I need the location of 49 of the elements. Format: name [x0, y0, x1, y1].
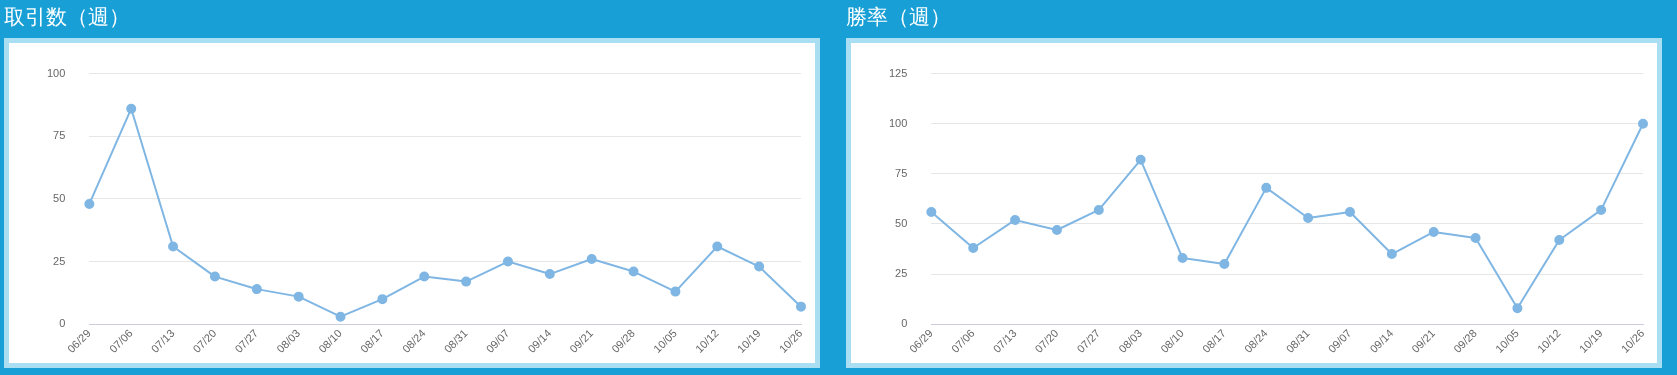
- y-tick-label: 0: [59, 317, 66, 330]
- point: [1638, 118, 1648, 129]
- point: [1386, 249, 1397, 260]
- chart-title: 取引数（週）: [4, 4, 131, 31]
- y-tick-label: 100: [888, 116, 908, 129]
- point: [1512, 303, 1523, 314]
- point: [1261, 182, 1272, 193]
- point: [1596, 204, 1607, 215]
- y-tick-label: 100: [46, 66, 66, 79]
- point: [502, 256, 513, 267]
- point: [1303, 212, 1314, 223]
- point: [1428, 226, 1439, 237]
- point: [926, 206, 937, 217]
- point: [419, 271, 430, 282]
- point: [1135, 154, 1146, 165]
- point: [293, 291, 304, 302]
- point: [168, 241, 179, 252]
- point: [377, 294, 388, 305]
- point: [628, 266, 639, 277]
- point: [712, 241, 723, 252]
- point: [1093, 204, 1104, 215]
- y-tick-label: 75: [895, 166, 908, 179]
- point: [968, 243, 979, 254]
- point: [335, 311, 346, 322]
- point: [209, 271, 220, 282]
- point: [1051, 224, 1062, 235]
- y-tick-label: 125: [888, 66, 908, 79]
- point: [754, 261, 765, 272]
- point: [544, 269, 555, 280]
- point: [1344, 206, 1355, 217]
- y-tick-label: 25: [53, 254, 66, 267]
- y-tick-label: 25: [895, 267, 908, 280]
- point: [670, 286, 681, 297]
- point: [461, 276, 472, 287]
- point: [586, 254, 597, 265]
- point: [796, 301, 806, 312]
- point: [251, 284, 262, 295]
- point: [1554, 235, 1565, 245]
- point: [1177, 253, 1188, 264]
- point: [1010, 214, 1021, 225]
- y-tick-label: 50: [53, 191, 66, 204]
- chart-title: 勝率（週）: [846, 4, 952, 31]
- y-tick-label: 0: [901, 317, 908, 330]
- point: [126, 103, 137, 114]
- y-tick-label: 50: [895, 216, 908, 229]
- y-tick-label: 75: [53, 129, 66, 142]
- point: [1470, 233, 1481, 243]
- point: [1219, 259, 1230, 270]
- point: [84, 198, 95, 209]
